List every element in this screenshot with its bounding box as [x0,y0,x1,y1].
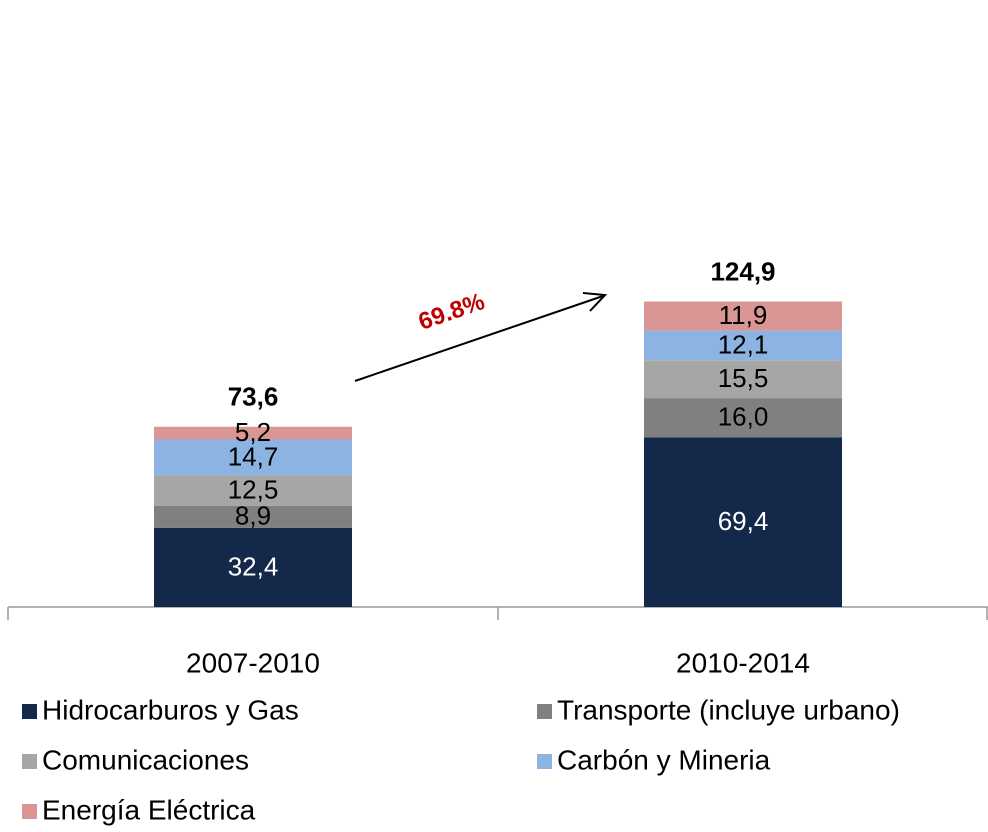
data-label: 69,4 [718,506,769,536]
bar-segment [644,301,842,331]
legend-swatch [22,704,37,719]
bar-segment [154,475,352,506]
bar-segment [154,439,352,476]
bar-segment [644,437,842,607]
total-label: 73,6 [228,382,279,412]
bar-segment [154,527,352,607]
x-tick-label: 2010-2014 [676,647,810,678]
arrow-line [354,295,604,382]
x-tick-label: 2007-2010 [186,647,320,678]
legend-label: Energía Eléctrica [42,794,256,825]
data-label: 14,7 [228,441,279,471]
data-label: 11,9 [719,300,768,330]
legend-swatch [22,804,37,819]
bar-segment [644,360,842,399]
data-label: 5,2 [235,417,271,447]
legend-swatch [22,754,37,769]
total-label: 124,9 [710,256,775,286]
data-label: 12,5 [228,475,279,505]
data-label: 32,4 [228,551,279,581]
legend-swatch [537,754,552,769]
legend-label: Transporte (incluye urbano) [557,694,900,725]
bar-segment [644,398,842,438]
legend-swatch [537,704,552,719]
data-label: 15,5 [718,363,769,393]
growth-annotation: 69.8% [415,288,488,336]
legend-label: Hidrocarburos y Gas [42,694,299,725]
data-label: 12,1 [718,329,769,359]
bar-segment [644,330,842,361]
arrow-head [582,292,608,312]
data-label: 16,0 [718,402,769,432]
growth-arrow [354,292,608,382]
bar-segment [154,426,352,440]
bar-segment [154,505,352,528]
legend-label: Comunicaciones [42,744,249,775]
legend-label: Carbón y Mineria [557,744,771,775]
